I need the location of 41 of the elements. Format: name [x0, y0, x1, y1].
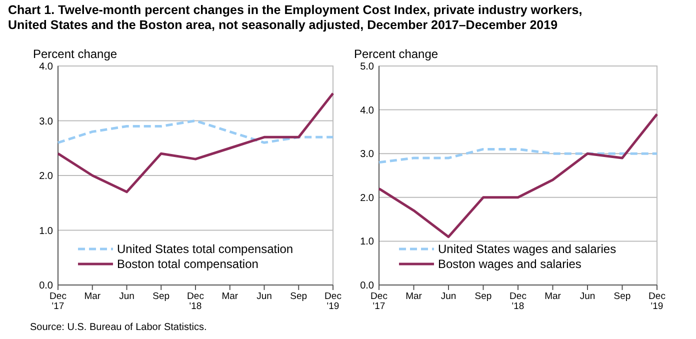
x-tick-label: Jun	[119, 291, 134, 302]
y-tick-label: 1.0	[39, 226, 54, 237]
y-tick-label: 3.0	[39, 116, 54, 128]
y-tick-label: 4.0	[39, 62, 54, 72]
x-tick-label: Sep	[290, 291, 308, 302]
x-tick-label: Sep	[614, 291, 631, 302]
x-tick-label: Dec '19	[648, 291, 666, 312]
y-tick-label: 0.0	[39, 280, 54, 292]
x-tick-label: Dec '18	[187, 291, 204, 312]
x-tick-label: Mar	[406, 291, 422, 302]
y-tick-label: 1.0	[360, 236, 374, 248]
chart-title: Chart 1. Twelve-month percent changes in the Employment Cost Index, private industry workers, United States and the Boston area, not seasonally adjusted, December 2017–December 2019	[8, 3, 582, 32]
y-axis-title: Percent change	[354, 47, 438, 61]
x-tick-label: Mar	[84, 291, 101, 302]
x-tick-label: Dec '17	[50, 291, 67, 312]
legend-label: United States total compensation	[117, 242, 294, 256]
line-series	[56, 92, 334, 194]
x-tick-label: Jun	[256, 291, 272, 302]
x-tick-label: Dec '17	[370, 291, 388, 312]
y-axis-title: Percent change	[33, 47, 118, 61]
x-tick-label: Sep	[474, 291, 492, 302]
line-series	[56, 120, 334, 144]
y-tick-label: 2.0	[39, 171, 54, 182]
x-tick-label: Jun	[580, 291, 596, 302]
x-tick-label: Mar	[222, 291, 238, 302]
source-note: Source: U.S. Bureau of Labor Statistics.	[30, 322, 207, 333]
y-tick-label: 3.0	[360, 149, 374, 160]
y-tick-label: 5.0	[360, 62, 374, 72]
x-tick-label: Sep	[152, 291, 170, 302]
line-series	[378, 148, 658, 164]
line-series	[378, 112, 658, 238]
x-tick-label: Mar	[544, 291, 561, 302]
legend-label: United States wages and salaries	[438, 242, 616, 256]
x-tick-label: Jun	[440, 291, 456, 302]
x-tick-label: Dec '18	[510, 291, 527, 312]
legend-label: Boston total compensation	[117, 257, 258, 272]
y-tick-label: 0.0	[360, 280, 374, 292]
y-tick-label: 4.0	[360, 105, 374, 116]
legend-label: Boston wages and salaries	[438, 257, 582, 272]
y-tick-label: 2.0	[360, 192, 374, 204]
x-tick-label: Dec '19	[324, 291, 342, 312]
